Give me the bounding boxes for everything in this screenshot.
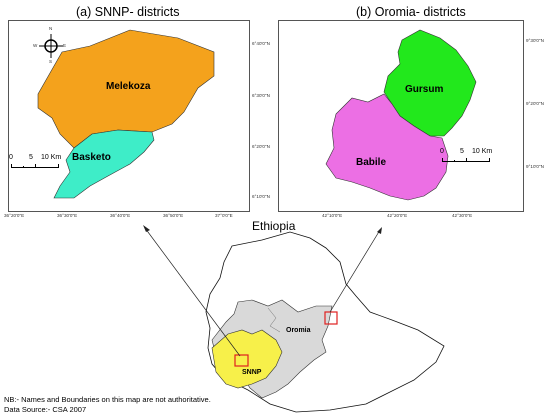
snnp-lat-tick: 6°20'0"N	[252, 144, 270, 149]
panel-title-snnp: (a) SNNP- districts	[76, 5, 180, 19]
scale-tick-10km: 10 Km	[41, 154, 62, 161]
snnp-region-label: SNNP	[242, 369, 262, 376]
basketo-label: Basketo	[72, 152, 111, 163]
oromia-lon-tick: 42°10'0"E	[322, 213, 343, 218]
oromia-lon-tick: 42°30'0"E	[452, 213, 473, 218]
snnp-highlight-box	[234, 354, 249, 367]
north-arrow-icon	[39, 34, 63, 58]
south-label: S	[49, 59, 53, 64]
disclaimer-note: NB:- Names and Boundaries on this map ar…	[4, 395, 211, 404]
scale-tick-5: 5	[29, 154, 33, 161]
west-label: W	[33, 43, 38, 48]
gursum-label: Gursum	[405, 84, 444, 95]
melekoza-polygon	[37, 29, 215, 149]
snnp-lon-tick: 37°0'0"E	[215, 213, 233, 218]
babile-polygon	[325, 93, 449, 201]
scale-tick-10km: 10 Km	[472, 148, 493, 155]
snnp-lat-tick: 6°30'0"N	[252, 93, 270, 98]
oromia-lat-tick: 9°20'0"N	[526, 101, 544, 106]
oromia-region-label: Oromia	[286, 327, 311, 334]
scale-tick-0: 0	[440, 148, 444, 155]
pointer-line-oromia	[329, 229, 381, 313]
internal-boundary	[267, 307, 281, 333]
gursum-polygon	[383, 29, 477, 137]
panel-title-oromia: (b) Oromia- districts	[356, 5, 466, 19]
snnp-lon-tick: 36°40'0"E	[110, 213, 131, 218]
oromia-lat-tick: 9°30'0"N	[526, 38, 544, 43]
melekoza-label: Melekoza	[106, 81, 151, 92]
snnp-region-polygon	[211, 329, 283, 389]
pointer-line-snnp	[144, 227, 241, 357]
snnp-lon-tick: 36°30'0"E	[57, 213, 78, 218]
oromia-highlight-box	[324, 311, 338, 325]
data-source-note: Data Source:- CSA 2007	[4, 405, 87, 414]
north-label: N	[49, 26, 53, 31]
snnp-lon-tick: 36°50'0"E	[163, 213, 184, 218]
country-title: Ethiopia	[252, 219, 296, 233]
snnp-lat-tick: 6°10'0"N	[252, 194, 270, 199]
oromia-lon-tick: 42°20'0"E	[387, 213, 408, 218]
snnp-lat-tick: 6°40'0"N	[252, 41, 270, 46]
basketo-polygon	[53, 129, 155, 199]
snnp-lon-tick: 36°20'0"E	[4, 213, 25, 218]
east-label: E	[63, 43, 67, 48]
scale-tick-5: 5	[460, 148, 464, 155]
babile-label: Babile	[356, 157, 387, 168]
scale-tick-0: 0	[9, 154, 13, 161]
oromia-lat-tick: 9°10'0"N	[526, 164, 544, 169]
